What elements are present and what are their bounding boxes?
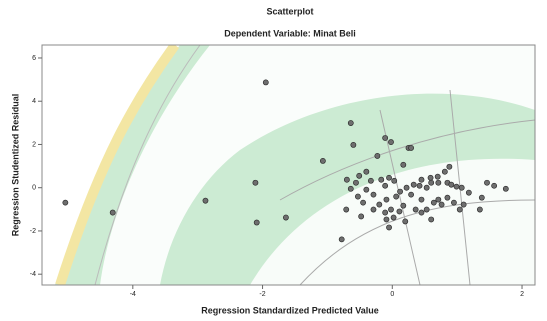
point bbox=[375, 153, 380, 158]
point bbox=[424, 207, 429, 212]
point bbox=[394, 194, 399, 199]
point bbox=[417, 183, 422, 188]
point bbox=[429, 217, 434, 222]
point bbox=[403, 219, 408, 224]
point bbox=[368, 178, 373, 183]
y-tick-label: 4 bbox=[32, 98, 36, 105]
point bbox=[359, 214, 364, 219]
point bbox=[401, 203, 406, 208]
point bbox=[461, 202, 466, 207]
point bbox=[392, 178, 397, 183]
y-axis-label: Regression Studentized Residual bbox=[10, 94, 20, 237]
point bbox=[413, 207, 418, 212]
point bbox=[351, 142, 356, 147]
point bbox=[355, 194, 360, 199]
point bbox=[386, 225, 391, 230]
point bbox=[283, 215, 288, 220]
point bbox=[384, 197, 389, 202]
y-tick-label: 2 bbox=[32, 141, 36, 148]
point bbox=[383, 135, 388, 140]
point bbox=[503, 186, 508, 191]
point bbox=[348, 186, 353, 191]
point bbox=[401, 162, 406, 167]
chart-title: Scatterplot bbox=[266, 6, 313, 16]
point bbox=[409, 192, 414, 197]
point bbox=[397, 209, 402, 214]
point bbox=[353, 180, 358, 185]
point bbox=[63, 200, 68, 205]
point bbox=[411, 182, 416, 187]
point bbox=[339, 237, 344, 242]
point bbox=[397, 189, 402, 194]
y-tick-label: -4 bbox=[30, 271, 36, 278]
point bbox=[404, 185, 409, 190]
point bbox=[371, 192, 376, 197]
point bbox=[484, 180, 489, 185]
point bbox=[419, 210, 424, 215]
x-tick-label: 2 bbox=[520, 291, 524, 298]
point bbox=[466, 190, 471, 195]
point bbox=[386, 175, 391, 180]
point bbox=[477, 207, 482, 212]
point bbox=[454, 184, 459, 189]
x-axis-label: Regression Standardized Predicted Value bbox=[201, 305, 379, 315]
point bbox=[409, 145, 414, 150]
point bbox=[384, 217, 389, 222]
point bbox=[110, 210, 115, 215]
point bbox=[436, 197, 441, 202]
point bbox=[419, 197, 424, 202]
point bbox=[388, 139, 393, 144]
y-tick-label: 0 bbox=[32, 185, 36, 192]
point bbox=[344, 177, 349, 182]
point bbox=[442, 169, 447, 174]
point bbox=[439, 202, 444, 207]
point bbox=[429, 180, 434, 185]
chart-subtitle: Dependent Variable: Minat Beli bbox=[224, 28, 356, 38]
point bbox=[447, 164, 452, 169]
point bbox=[344, 207, 349, 212]
point bbox=[253, 180, 258, 185]
point bbox=[203, 198, 208, 203]
point bbox=[428, 175, 433, 180]
x-tick-label: -2 bbox=[259, 291, 265, 298]
point bbox=[364, 187, 369, 192]
point bbox=[379, 177, 384, 182]
point bbox=[364, 169, 369, 174]
point bbox=[357, 173, 362, 178]
point bbox=[479, 195, 484, 200]
point bbox=[457, 207, 462, 212]
point bbox=[254, 220, 259, 225]
y-tick-label: 6 bbox=[32, 55, 36, 62]
point bbox=[436, 180, 441, 185]
x-tick-label: 0 bbox=[390, 291, 394, 298]
point bbox=[377, 202, 382, 207]
point bbox=[263, 80, 268, 85]
point bbox=[431, 200, 436, 205]
point bbox=[492, 183, 497, 188]
point bbox=[451, 200, 456, 205]
point bbox=[371, 207, 376, 212]
point bbox=[419, 177, 424, 182]
point bbox=[435, 174, 440, 179]
point bbox=[348, 120, 353, 125]
page: {"chart_data": {"type": "scatter", "titl… bbox=[0, 0, 547, 321]
y-tick-label: -2 bbox=[30, 228, 36, 235]
point bbox=[391, 215, 396, 220]
point bbox=[424, 185, 429, 190]
point bbox=[388, 207, 393, 212]
point bbox=[383, 210, 388, 215]
point bbox=[445, 195, 450, 200]
point bbox=[320, 158, 325, 163]
point bbox=[383, 183, 388, 188]
point bbox=[360, 200, 365, 205]
watermark bbox=[42, 45, 535, 285]
x-tick-label: -4 bbox=[130, 291, 136, 298]
point bbox=[449, 182, 454, 187]
chart: Scatterplot Dependent Variable: Minat Be… bbox=[0, 0, 547, 321]
point bbox=[459, 185, 464, 190]
